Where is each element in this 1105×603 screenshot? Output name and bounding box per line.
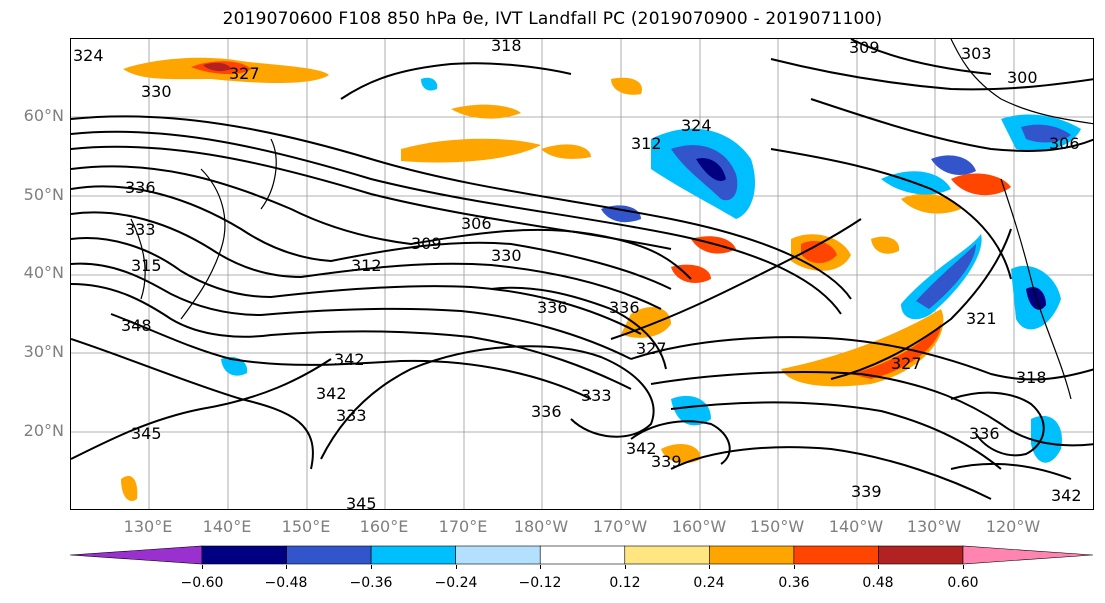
colorbar-tick-label: 0.48: [862, 575, 894, 591]
contour-label: 327: [229, 64, 260, 83]
contour-label: 336: [531, 402, 562, 421]
contour-label: 309: [411, 234, 442, 253]
colorbar-tick-label: −0.60: [180, 575, 224, 591]
colorbar-tick-label: 0.36: [778, 575, 810, 591]
contour-label: 321: [966, 309, 997, 328]
contour-label: 330: [141, 82, 172, 101]
lat-label-40n: 40°N: [23, 263, 64, 282]
colorbar-tickmark: [540, 565, 541, 569]
colorbar-tickmark: [456, 565, 457, 569]
contour-label: 336: [125, 178, 156, 197]
lon-label: 170°E: [438, 517, 488, 536]
colorbar-extend-max: [962, 545, 1094, 565]
contour-label: 336: [537, 298, 568, 317]
colorbar-tick-label: −0.36: [349, 575, 393, 591]
contour-label: 303: [961, 44, 992, 63]
contour-label: 324: [681, 116, 712, 135]
theta-e-contours: [71, 39, 1093, 500]
contour-label: 339: [851, 482, 882, 501]
map-svg: 324 318 330 327 309 303 300 306 312 324 …: [71, 39, 1093, 510]
colorbar-tickmark: [709, 565, 710, 569]
contour-label: 339: [651, 452, 682, 471]
lon-label: 130°W: [906, 517, 962, 536]
colorbar-segment: [878, 545, 964, 565]
colorbar-tickmark: [625, 565, 626, 569]
colorbar-tick-label: −0.48: [264, 575, 308, 591]
colorbar-tick-label: 0.60: [947, 575, 979, 591]
contour-label: 348: [121, 316, 152, 335]
lon-label: 180°W: [513, 517, 569, 536]
colorbar-tickmark: [202, 565, 203, 569]
colorbar-segment: [793, 545, 879, 565]
colorbar-extend-min: [70, 545, 203, 565]
contour-label: 312: [631, 134, 662, 153]
colorbar-segment: [624, 545, 710, 565]
lon-label: 130°E: [123, 517, 173, 536]
colorbar-tickmark: [371, 565, 372, 569]
contour-label: 327: [891, 354, 922, 373]
figure-title: 2019070600 F108 850 hPa θe, IVT Landfall…: [222, 9, 883, 29]
contour-label: 342: [334, 350, 365, 369]
contour-label: 345: [346, 494, 377, 510]
contour-label: 336: [969, 424, 1000, 443]
coastlines: [130, 39, 1093, 400]
colorbar-tickmark: [878, 565, 879, 569]
lat-label-60n: 60°N: [23, 106, 64, 125]
contour-label: 345: [131, 424, 162, 443]
contour-label: 300: [1007, 68, 1038, 87]
contour-label: 342: [1051, 486, 1082, 505]
lon-label: 170°W: [592, 517, 648, 536]
colorbar-tickmark: [794, 565, 795, 569]
contour-label: 336: [609, 298, 640, 317]
lon-label: 140°W: [828, 517, 884, 536]
colorbar-tick-label: 0.12: [609, 575, 641, 591]
contour-label: 333: [336, 406, 367, 425]
contour-label: 306: [1049, 134, 1080, 153]
ivt-pc-negative-shading: [221, 77, 1081, 463]
colorbar-segment: [455, 545, 541, 565]
contour-label: 327: [636, 339, 667, 358]
contour-label: 333: [125, 220, 156, 239]
colorbar-tickmark: [963, 565, 964, 569]
contour-label: 309: [849, 39, 880, 57]
lon-label: 160°E: [359, 517, 409, 536]
lon-label: 160°W: [671, 517, 727, 536]
colorbar-tick-label: 0.24: [693, 575, 725, 591]
lat-label-20n: 20°N: [23, 421, 64, 440]
lon-label: 140°E: [202, 517, 252, 536]
contour-label: 306: [461, 214, 492, 233]
contour-label: 318: [1016, 368, 1047, 387]
lon-label: 120°W: [985, 517, 1041, 536]
contour-label: 342: [626, 439, 657, 458]
lat-label-50n: 50°N: [23, 185, 64, 204]
lat-label-30n: 30°N: [23, 342, 64, 361]
colorbar-segment: [201, 545, 287, 565]
colorbar-segment: [539, 545, 626, 565]
contour-label: 324: [73, 46, 104, 65]
lon-label: 150°W: [749, 517, 805, 536]
colorbar-tickmark: [286, 565, 287, 569]
map-panel: 324 318 330 327 309 303 300 306 312 324 …: [70, 38, 1094, 510]
colorbar-segment: [709, 545, 795, 565]
colorbar-tick-label: −0.24: [434, 575, 478, 591]
contour-label: 312: [351, 256, 382, 275]
contour-label: 315: [131, 256, 162, 275]
contour-label: 333: [581, 386, 612, 405]
lon-label: 150°E: [281, 517, 331, 536]
colorbar: [70, 545, 1094, 565]
contour-label: 318: [491, 39, 522, 55]
contour-label: 342: [316, 384, 347, 403]
contour-label: 330: [491, 246, 522, 265]
contour-labels: 324 318 330 327 309 303 300 306 312 324 …: [73, 39, 1082, 510]
colorbar-segment: [370, 545, 456, 565]
colorbar-segment: [286, 545, 372, 565]
colorbar-tick-label: −0.12: [518, 575, 562, 591]
ivt-pc-positive-shading: [121, 57, 1011, 501]
